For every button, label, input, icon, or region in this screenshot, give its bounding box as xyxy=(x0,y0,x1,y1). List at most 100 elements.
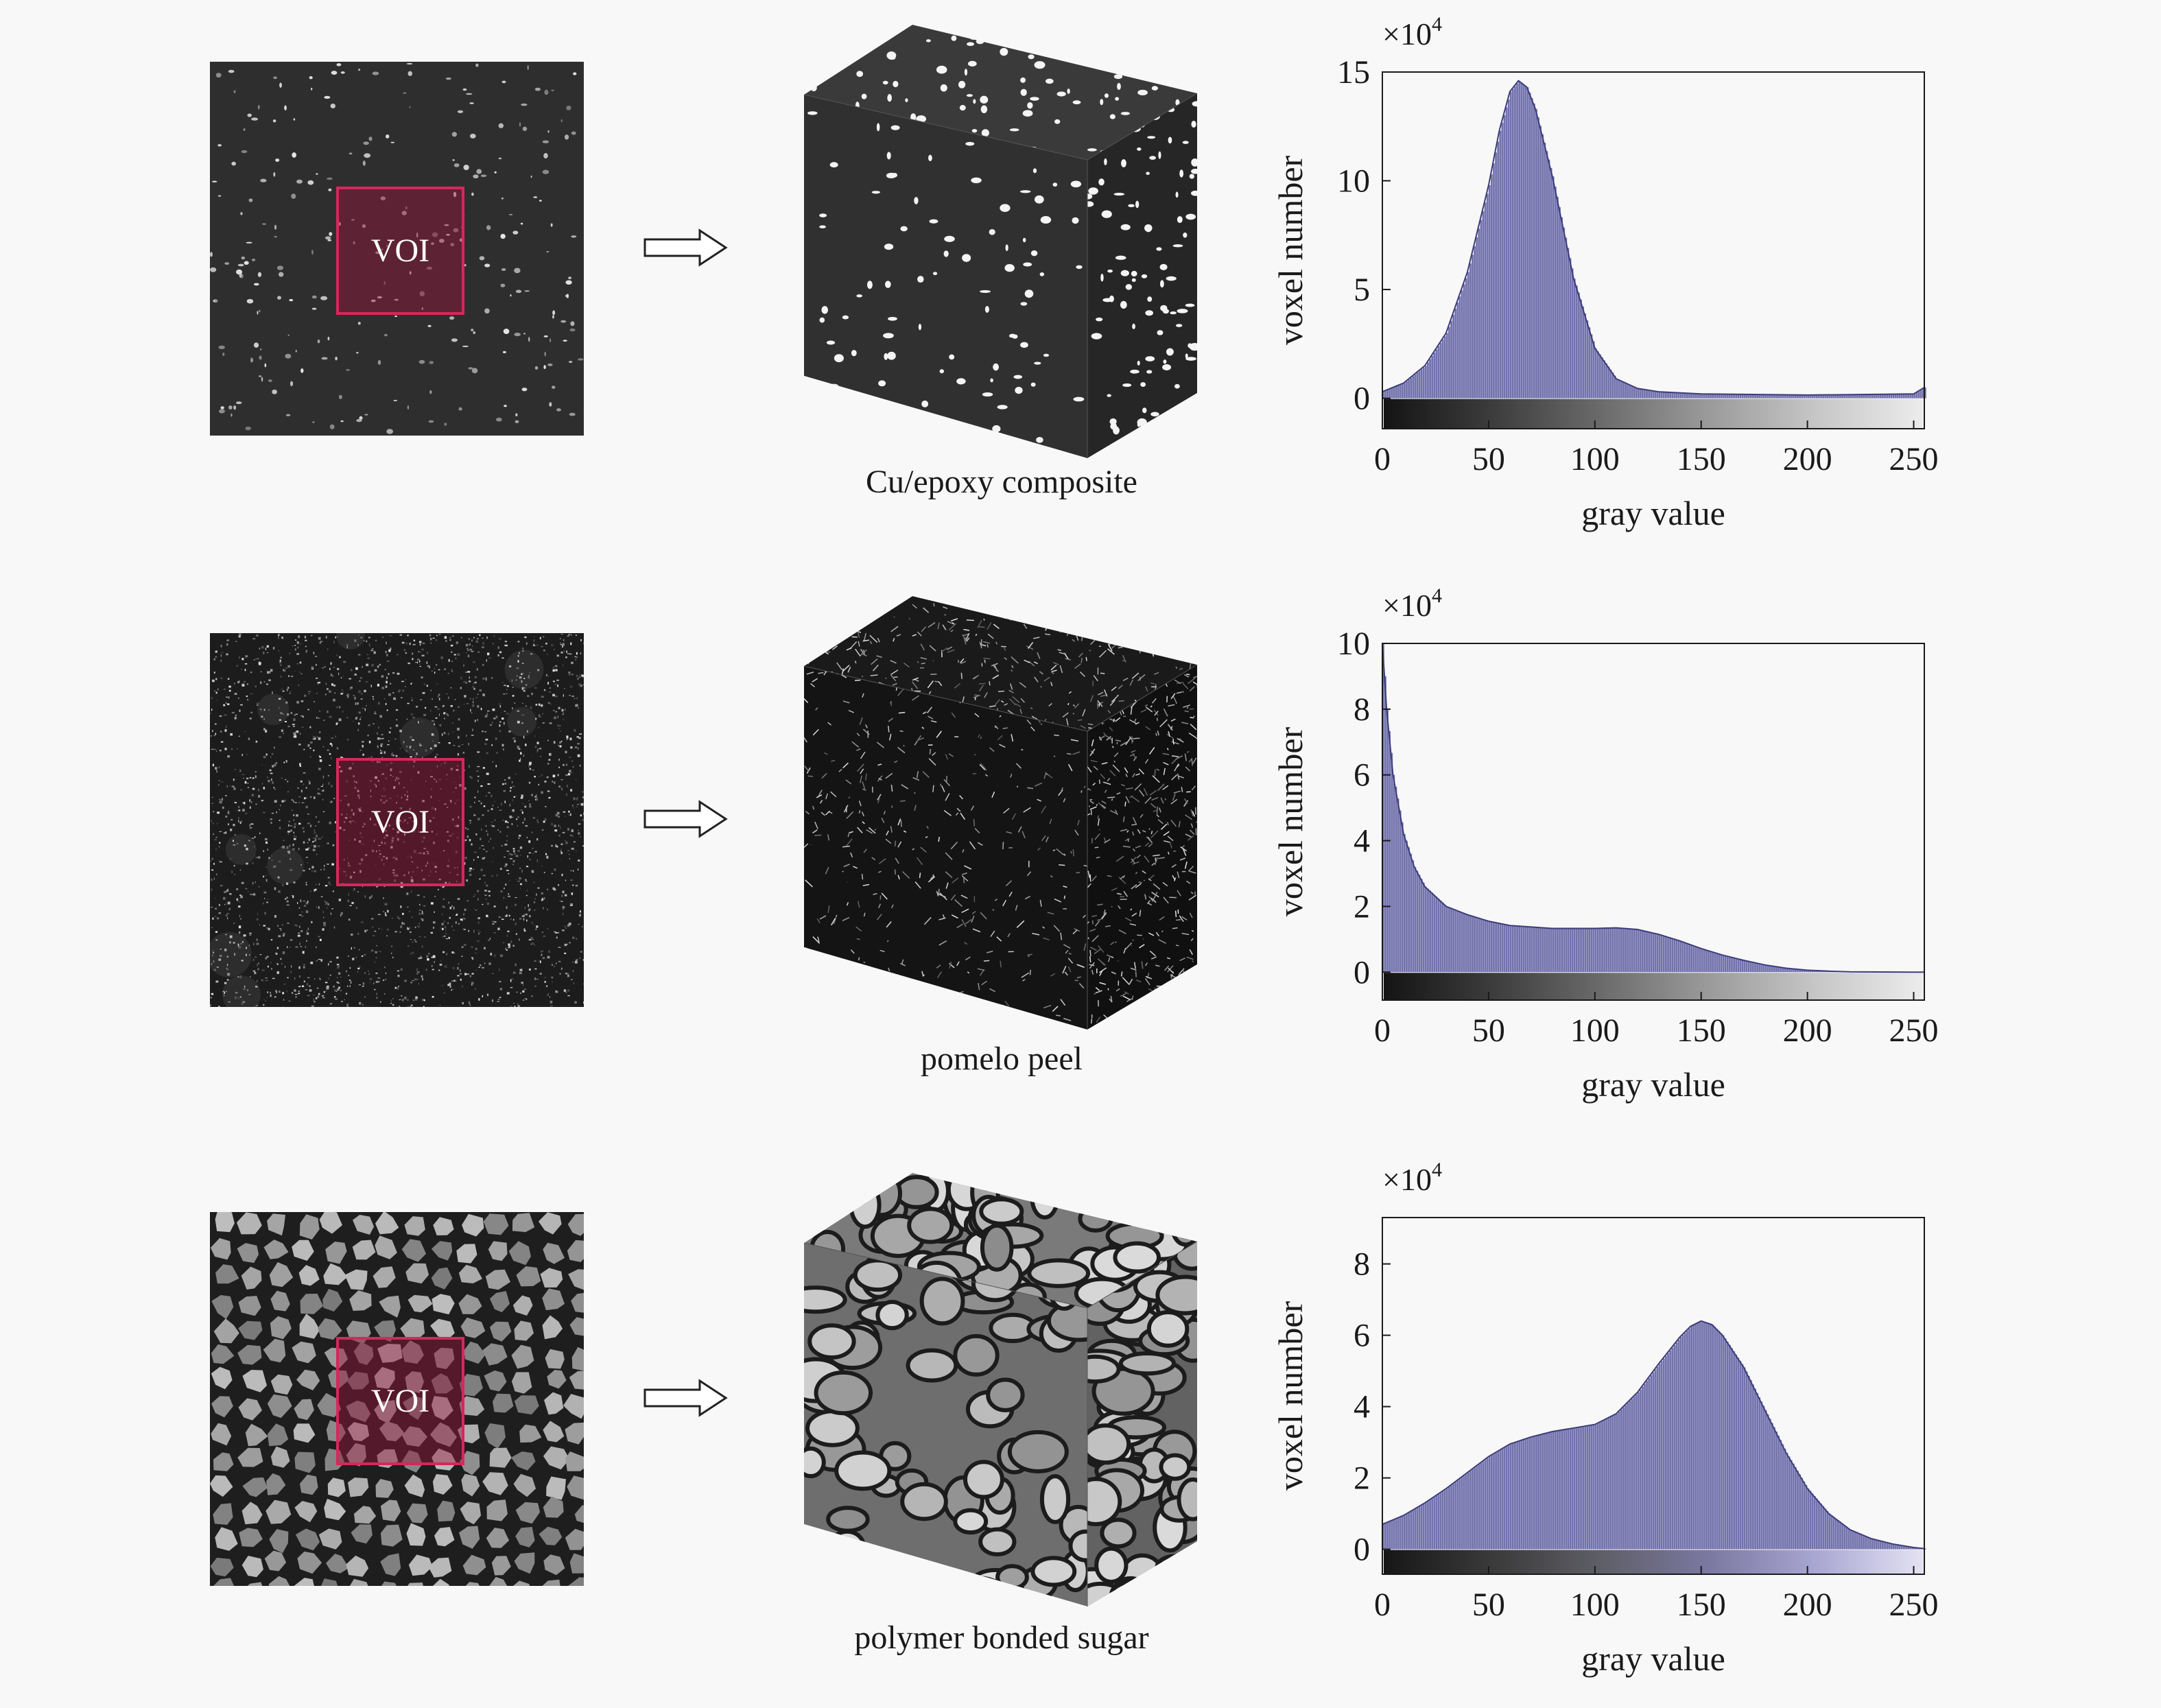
histogram-bar xyxy=(1508,925,1510,973)
histogram-bar xyxy=(1635,1395,1638,1550)
histogram-bar xyxy=(1572,268,1574,398)
x-axis-label: gray value xyxy=(1581,1639,1725,1678)
histogram-bar xyxy=(1406,841,1408,973)
histogram-bar xyxy=(1539,126,1542,398)
histogram-bar xyxy=(1752,1384,1754,1549)
histogram-bar xyxy=(1750,962,1752,972)
histogram-bar xyxy=(1533,1436,1535,1550)
histogram-bar xyxy=(1650,1375,1652,1550)
histogram-bar xyxy=(1559,1430,1561,1549)
histogram-bar xyxy=(1550,1432,1552,1550)
histogram-bar xyxy=(1824,1508,1826,1549)
histogram-bar xyxy=(1557,929,1559,973)
y-multiplier: ×104 xyxy=(1382,1159,1442,1197)
histogram-bar xyxy=(1548,1433,1550,1550)
ct-slice-image: VOI xyxy=(210,1212,584,1586)
histogram-bar xyxy=(1461,1478,1463,1550)
histogram-bar xyxy=(1676,392,1678,398)
histogram-bar xyxy=(1444,336,1446,398)
histogram-bar xyxy=(1756,963,1758,972)
histogram-bar xyxy=(1620,928,1622,972)
histogram-bar xyxy=(1442,903,1444,973)
histogram-bar xyxy=(1459,296,1461,398)
histogram-bar xyxy=(1733,958,1735,972)
histogram-bar xyxy=(1701,1321,1703,1550)
histogram-bar xyxy=(1703,949,1705,973)
histogram-bar xyxy=(1467,1473,1469,1550)
x-axis-label: gray value xyxy=(1581,494,1725,532)
histogram-bar xyxy=(1429,1500,1431,1550)
histogram-bar xyxy=(1510,92,1512,399)
histogram-bar xyxy=(1920,390,1922,399)
histogram-bar xyxy=(1570,258,1572,398)
histogram-bar xyxy=(1404,1515,1406,1549)
histogram-bar xyxy=(1799,1474,1801,1549)
histogram-bar xyxy=(1616,928,1618,973)
histogram-bar xyxy=(1914,394,1916,398)
histogram-bar xyxy=(1831,1515,1833,1550)
histogram-bar xyxy=(1469,915,1472,972)
histogram-bar xyxy=(1748,961,1750,972)
histogram-bar xyxy=(1773,1427,1775,1550)
histogram-bar xyxy=(1752,962,1754,973)
y-tick-label: 6 xyxy=(1354,1318,1370,1354)
histogram-bar xyxy=(1578,1427,1580,1550)
histogram-bar xyxy=(1671,392,1673,399)
histogram-bar xyxy=(1850,1530,1852,1550)
histogram-bar xyxy=(1448,1487,1450,1550)
histogram-bar xyxy=(1561,929,1563,973)
histogram-bar xyxy=(1589,1425,1591,1549)
histogram-bar xyxy=(1847,1528,1850,1550)
histogram-bar xyxy=(1450,1486,1452,1550)
histogram-bar xyxy=(1601,357,1603,399)
histogram-bar xyxy=(1880,1541,1882,1549)
histogram-bar xyxy=(1393,388,1395,399)
histogram-bar xyxy=(1508,99,1510,399)
histogram-bar xyxy=(1450,908,1452,972)
histogram-bar xyxy=(1570,1429,1572,1550)
histogram-bar xyxy=(1593,1425,1595,1549)
histogram-bar xyxy=(1716,953,1718,972)
histogram-bar xyxy=(1568,929,1570,973)
histogram-bar xyxy=(1487,921,1489,972)
histogram-bar xyxy=(1417,871,1419,973)
histogram-bar xyxy=(1767,1414,1769,1550)
histogram-bar xyxy=(1537,1435,1539,1549)
histogram-bar xyxy=(1391,753,1393,973)
histogram-bar xyxy=(1744,1367,1746,1549)
histogram-bar xyxy=(1529,1438,1531,1550)
histogram-bar xyxy=(1395,386,1397,398)
x-tick-label: 100 xyxy=(1570,441,1620,477)
histogram-bar xyxy=(1497,923,1499,972)
histogram-bar xyxy=(1867,1537,1869,1549)
histogram-bar xyxy=(1425,887,1427,973)
histogram-bar xyxy=(1684,942,1686,972)
histogram-bar xyxy=(1559,207,1561,399)
histogram-bar xyxy=(1504,1448,1506,1550)
y-tick-label: 0 xyxy=(1354,954,1370,991)
histogram-bar xyxy=(1595,348,1597,399)
histogram-bar xyxy=(1520,1440,1522,1550)
histogram-bar xyxy=(1485,202,1487,398)
histogram-bar xyxy=(1552,1432,1555,1550)
histogram-bar xyxy=(1735,958,1737,972)
histogram-bar xyxy=(1491,174,1493,399)
histogram-bar xyxy=(1461,290,1463,398)
histogram-bar xyxy=(1518,1441,1520,1550)
histogram-bar xyxy=(1472,916,1474,972)
histogram-bar xyxy=(1699,1322,1701,1549)
histogram-bar xyxy=(1474,246,1476,399)
histogram-bar xyxy=(1456,303,1459,399)
histogram-bar xyxy=(1718,1331,1720,1549)
histogram-bar xyxy=(1609,370,1611,399)
histogram-bar xyxy=(1682,1335,1684,1550)
histogram-bar xyxy=(1522,84,1524,398)
histogram-bar xyxy=(1384,676,1386,972)
histogram-bar xyxy=(1810,1491,1812,1550)
histogram-bar xyxy=(1391,388,1393,399)
histogram-bar xyxy=(1614,928,1616,973)
y-axis-label: voxel number xyxy=(1271,726,1310,916)
histogram-bar xyxy=(1419,1506,1421,1549)
histogram-bar xyxy=(1876,1540,1878,1550)
histogram-bar xyxy=(1493,922,1495,972)
